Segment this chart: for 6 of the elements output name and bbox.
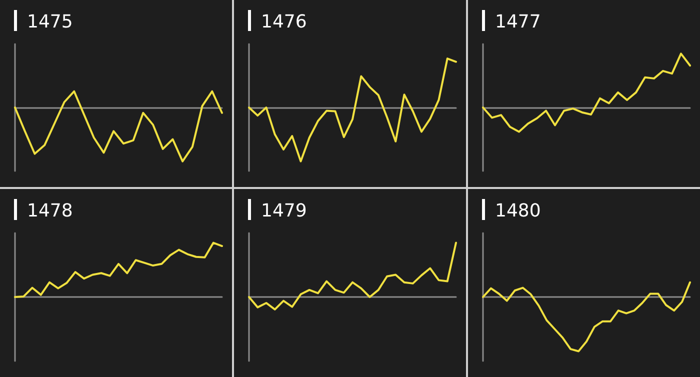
chart-title: 1476 xyxy=(261,12,307,32)
chart-title: 1475 xyxy=(27,12,73,32)
chart-title: 1480 xyxy=(495,200,541,222)
chart-title: 1477 xyxy=(495,12,541,32)
chart-title: 1478 xyxy=(27,200,73,222)
chart-title: 1479 xyxy=(261,200,307,222)
